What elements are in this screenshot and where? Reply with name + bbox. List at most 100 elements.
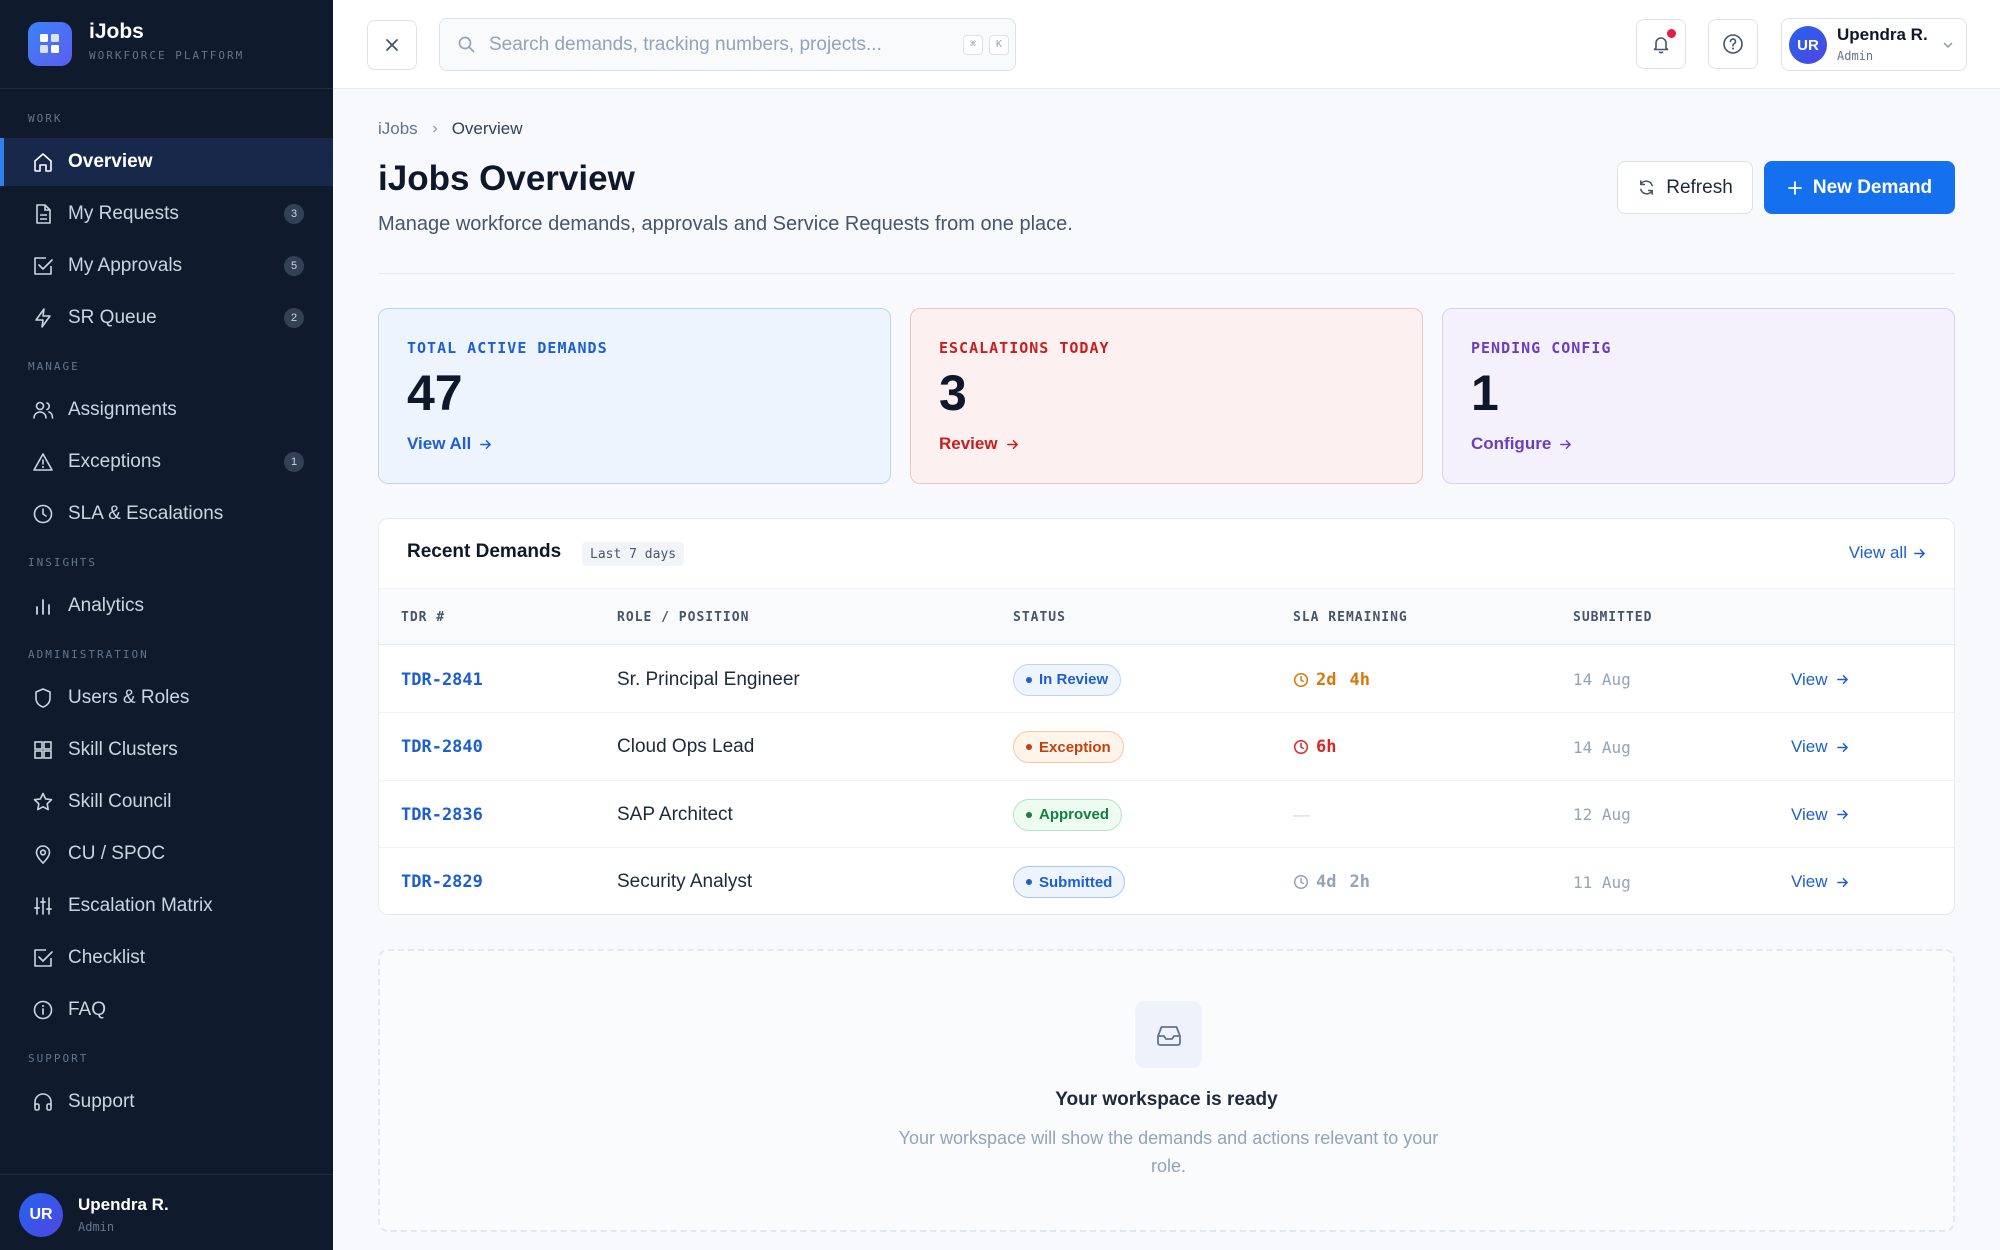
search-input[interactable] <box>489 33 929 56</box>
empty-state: Your workspace is ready Your workspace w… <box>378 949 1955 1232</box>
stat-value: 3 <box>939 365 967 421</box>
home-icon <box>34 153 52 172</box>
sla-part: 6h <box>1316 737 1337 757</box>
stat-link-review[interactable]: Review <box>939 434 1019 454</box>
table-row[interactable]: TDR-2841 Sr. Principal Engineer In Revie… <box>379 646 1954 713</box>
sidebar-item-my-approvals[interactable]: My Approvals 5 <box>0 242 333 290</box>
bell-icon <box>1653 37 1669 54</box>
view-all-label: View all <box>1848 543 1907 562</box>
user-menu[interactable]: UR Upendra R. Admin <box>1781 18 1967 71</box>
stat-label: TOTAL ACTIVE DEMANDS <box>407 339 608 357</box>
row-view-label: View <box>1791 669 1828 689</box>
main-content: iJobs Overview iJobs Overview Manage wor… <box>333 89 2000 1250</box>
sidebar-item-label: Support <box>68 1091 135 1112</box>
table-row[interactable]: TDR-2829 Security Analyst Submitted 4d 2h… <box>379 849 1954 915</box>
search-bar[interactable]: ⌘ K <box>439 18 1016 71</box>
column-header-sla[interactable]: SLA REMAINING <box>1293 610 1408 625</box>
tdr-link[interactable]: TDR-2829 <box>401 872 483 892</box>
row-view-label: View <box>1791 737 1828 756</box>
plus-icon <box>1787 180 1802 195</box>
new-demand-button[interactable]: New Demand <box>1764 161 1955 214</box>
sla-remaining: 4d 2h <box>1293 872 1376 892</box>
sidebar-item-users-roles[interactable]: Users & Roles <box>0 674 333 722</box>
sla-remaining: 2d 4h <box>1293 670 1376 690</box>
app-logo-icon[interactable] <box>28 22 72 66</box>
arrow-right-icon <box>1836 742 1848 752</box>
sidebar-item-skill-council[interactable]: Skill Council <box>0 778 333 826</box>
stat-link-configure[interactable]: Configure <box>1471 434 1572 454</box>
page-title: iJobs Overview <box>378 159 635 198</box>
sidebar-item-label: Analytics <box>68 595 145 616</box>
help-button[interactable] <box>1708 19 1758 69</box>
page-subtitle: Manage workforce demands, approvals and … <box>378 213 1073 235</box>
row-view-button[interactable]: View <box>1791 737 1849 757</box>
chevron-down-icon <box>1943 42 1953 49</box>
close-sidebar-button[interactable] <box>367 20 417 70</box>
sla-remaining: — <box>1293 805 1316 825</box>
sidebar-item-analytics[interactable]: Analytics <box>0 582 333 630</box>
nav-count-badge: 2 <box>284 308 304 328</box>
arrow-right-icon <box>1006 439 1018 449</box>
row-view-button[interactable]: View <box>1791 805 1849 825</box>
stat-card-total-active-demands: TOTAL ACTIVE DEMANDS 47 View All <box>378 308 891 484</box>
sla-part: 4d <box>1316 872 1337 892</box>
column-header-role[interactable]: ROLE / POSITION <box>617 610 750 625</box>
sidebar-item-label: Checklist <box>68 947 146 968</box>
sidebar-item-label: Users & Roles <box>68 687 190 708</box>
tdr-link[interactable]: TDR-2841 <box>401 669 483 690</box>
stat-label: ESCALATIONS TODAY <box>939 339 1110 357</box>
sidebar-item-support[interactable]: Support <box>0 1078 333 1126</box>
sidebar-item-checklist[interactable]: Checklist <box>0 934 333 982</box>
row-view-button[interactable]: View <box>1791 872 1849 892</box>
nav-section-label: INSIGHTS <box>28 556 97 569</box>
column-header-status[interactable]: STATUS <box>1013 610 1066 625</box>
tdr-link[interactable]: TDR-2836 <box>401 804 483 825</box>
sidebar-item-label: Escalation Matrix <box>68 895 213 916</box>
status-dot <box>1026 744 1032 750</box>
empty-title: Your workspace is ready <box>1055 1089 1278 1110</box>
sidebar-item-my-requests[interactable]: My Requests 3 <box>0 190 333 238</box>
table-row[interactable]: TDR-2840 Cloud Ops Lead Exception 6h 14 … <box>379 714 1954 781</box>
refresh-icon <box>1640 180 1654 195</box>
sidebar-item-label: Skill Clusters <box>68 739 178 760</box>
stat-card-pending-config: PENDING CONFIG 1 Configure <box>1442 308 1955 484</box>
sidebar-item-faq[interactable]: FAQ <box>0 986 333 1034</box>
sidebar-item-sla-escalations[interactable]: SLA & Escalations <box>0 490 333 538</box>
sidebar-item-cu-spoc[interactable]: CU / SPOC <box>0 830 333 878</box>
sidebar-item-sr-queue[interactable]: SR Queue 2 <box>0 294 333 342</box>
column-header-tdr[interactable]: TDR # <box>401 610 446 625</box>
star-icon <box>33 792 53 811</box>
tdr-link[interactable]: TDR-2840 <box>401 737 483 757</box>
view-all-link[interactable]: View all <box>1849 543 1926 563</box>
column-header-submitted[interactable]: SUBMITTED <box>1573 610 1653 625</box>
sidebar-item-assignments[interactable]: Assignments <box>0 386 333 434</box>
inbox-icon <box>1135 1001 1202 1068</box>
sidebar-item-overview[interactable]: Overview <box>0 138 333 186</box>
role-name: SAP Architect <box>617 803 733 825</box>
row-view-button[interactable]: View <box>1791 670 1849 690</box>
status-badge: Submitted <box>1013 866 1126 898</box>
nav-count-badge: 1 <box>284 452 304 472</box>
avatar: UR <box>1789 26 1827 64</box>
nav-count-badge: 5 <box>284 256 304 276</box>
submitted-date: 11 Aug <box>1573 872 1631 892</box>
sidebar-item-exceptions[interactable]: Exceptions 1 <box>0 438 333 486</box>
breadcrumb-root[interactable]: iJobs <box>378 119 418 138</box>
clock-icon <box>1293 672 1309 687</box>
arrow-right-icon <box>1560 439 1572 449</box>
new-demand-label: New Demand <box>1812 176 1933 198</box>
sidebar-item-escalation-matrix[interactable]: Escalation Matrix <box>0 882 333 930</box>
sidebar-item-skill-clusters[interactable]: Skill Clusters <box>0 726 333 774</box>
table-row[interactable]: TDR-2836 SAP Architect Approved — 12 Aug… <box>379 781 1954 848</box>
warning-icon <box>33 453 53 471</box>
refresh-button[interactable]: Refresh <box>1617 161 1753 214</box>
sidebar: iJobs WORKFORCE PLATFORM WORK Overview M… <box>0 0 333 1250</box>
shield-icon <box>35 688 51 708</box>
refresh-label: Refresh <box>1666 176 1733 198</box>
stat-link-view-all[interactable]: View All <box>407 434 492 454</box>
notifications-button[interactable] <box>1636 19 1686 69</box>
arrow-right-icon <box>1836 810 1848 819</box>
sidebar-item-label: FAQ <box>68 999 107 1020</box>
sidebar-user[interactable]: UR Upendra R. Admin <box>0 1174 333 1250</box>
sla-part: 4h <box>1349 669 1370 690</box>
